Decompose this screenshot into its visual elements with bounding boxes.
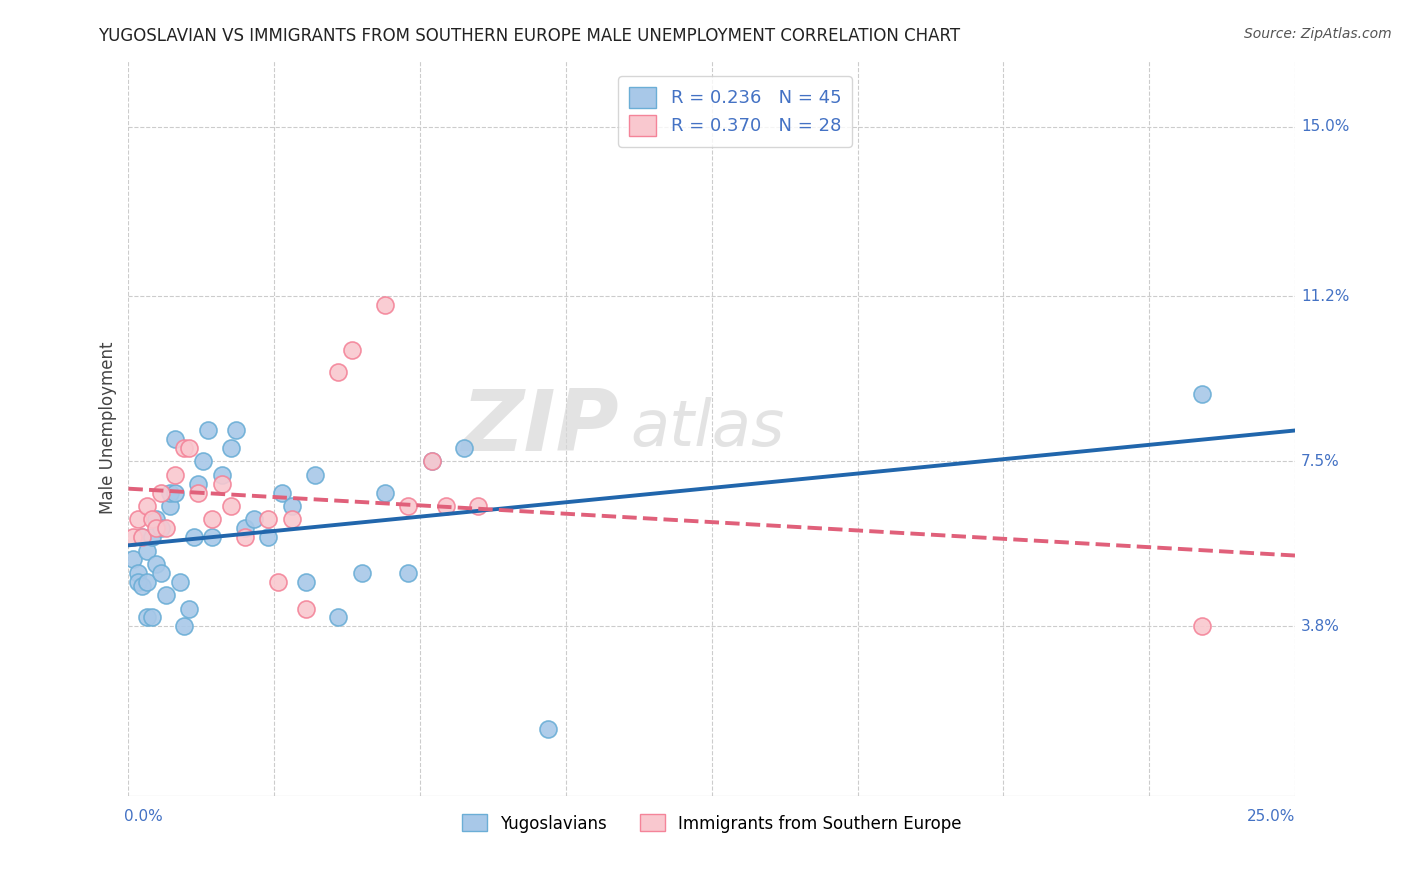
Point — [150, 566, 173, 580]
Point — [350, 566, 373, 580]
Text: 0.0%: 0.0% — [124, 809, 163, 824]
Point — [453, 441, 475, 455]
Point — [537, 722, 560, 736]
Text: Source: ZipAtlas.com: Source: ZipAtlas.com — [1244, 27, 1392, 41]
Point — [131, 530, 153, 544]
Text: 3.8%: 3.8% — [1301, 619, 1340, 634]
Point — [159, 499, 181, 513]
Point — [233, 530, 256, 544]
Point — [187, 485, 209, 500]
Point — [173, 441, 195, 455]
Point — [233, 521, 256, 535]
Point — [342, 343, 364, 357]
Point — [169, 574, 191, 589]
Point — [165, 485, 187, 500]
Point — [374, 298, 396, 312]
Point — [183, 530, 205, 544]
Point — [155, 521, 177, 535]
Point — [191, 454, 214, 468]
Point — [141, 530, 163, 544]
Point — [420, 454, 443, 468]
Point — [145, 512, 167, 526]
Text: 25.0%: 25.0% — [1247, 809, 1295, 824]
Point — [281, 512, 304, 526]
Point — [136, 499, 159, 513]
Point — [122, 552, 145, 566]
Point — [304, 467, 326, 482]
Point — [201, 512, 224, 526]
Point — [281, 499, 304, 513]
Point — [1191, 619, 1213, 633]
Point — [328, 610, 350, 624]
Point — [374, 485, 396, 500]
Point — [396, 566, 419, 580]
Point — [145, 557, 167, 571]
Point — [179, 601, 201, 615]
Point — [197, 423, 219, 437]
Point — [150, 521, 173, 535]
Point — [257, 512, 280, 526]
Point — [420, 454, 443, 468]
Point — [211, 476, 233, 491]
Point — [141, 610, 163, 624]
Point — [467, 499, 489, 513]
Point — [141, 512, 163, 526]
Point — [294, 601, 316, 615]
Point — [136, 574, 159, 589]
Point — [396, 499, 419, 513]
Point — [173, 619, 195, 633]
Text: 15.0%: 15.0% — [1301, 119, 1350, 134]
Point — [122, 530, 145, 544]
Point — [271, 485, 294, 500]
Point — [165, 467, 187, 482]
Y-axis label: Male Unemployment: Male Unemployment — [100, 342, 117, 514]
Point — [243, 512, 266, 526]
Point — [165, 432, 187, 446]
Point — [219, 499, 242, 513]
Point — [159, 485, 181, 500]
Point — [211, 467, 233, 482]
Point — [1191, 387, 1213, 401]
Point — [219, 441, 242, 455]
Point — [257, 530, 280, 544]
Point — [127, 574, 149, 589]
Point — [155, 588, 177, 602]
Point — [127, 566, 149, 580]
Point — [267, 574, 290, 589]
Text: YUGOSLAVIAN VS IMMIGRANTS FROM SOUTHERN EUROPE MALE UNEMPLOYMENT CORRELATION CHA: YUGOSLAVIAN VS IMMIGRANTS FROM SOUTHERN … — [98, 27, 960, 45]
Point — [136, 543, 159, 558]
Point — [328, 365, 350, 379]
Text: 11.2%: 11.2% — [1301, 289, 1350, 303]
Text: atlas: atlas — [630, 397, 785, 458]
Point — [145, 521, 167, 535]
Text: ZIP: ZIP — [461, 386, 619, 469]
Point — [201, 530, 224, 544]
Legend: R = 0.236   N = 45, R = 0.370   N = 28: R = 0.236 N = 45, R = 0.370 N = 28 — [619, 76, 852, 146]
Point — [131, 530, 153, 544]
Point — [179, 441, 201, 455]
Point — [127, 512, 149, 526]
Text: 7.5%: 7.5% — [1301, 454, 1340, 469]
Point — [294, 574, 316, 589]
Point — [131, 579, 153, 593]
Point — [434, 499, 457, 513]
Point — [136, 610, 159, 624]
Point — [150, 485, 173, 500]
Point — [225, 423, 247, 437]
Point — [187, 476, 209, 491]
